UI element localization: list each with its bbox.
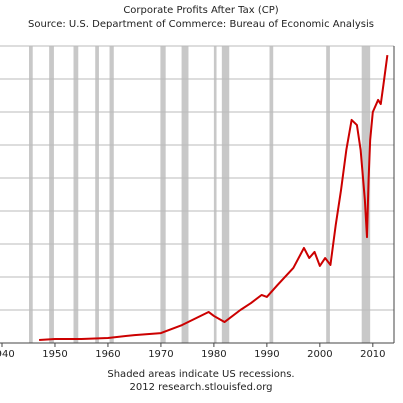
recession-band — [109, 46, 114, 343]
recession-band — [269, 46, 274, 343]
recession-band — [326, 46, 330, 343]
recession-band — [160, 46, 166, 343]
x-tick-label: 1980 — [201, 349, 226, 360]
x-tick-label: 1950 — [42, 349, 67, 360]
x-tick-label: 1970 — [148, 349, 173, 360]
recession-band — [95, 46, 99, 343]
recession-band — [221, 46, 230, 343]
recession-band — [29, 46, 33, 343]
recession-band — [73, 46, 79, 343]
chart-subtitle: Source: U.S. Department of Commerce: Bur… — [28, 19, 374, 30]
recession-band — [49, 46, 54, 343]
footer-source: 2012 research.stlouisfed.org — [129, 382, 272, 393]
x-tick-label: 2000 — [307, 349, 332, 360]
x-tick-label: 1940 — [0, 349, 15, 360]
chart-title: Corporate Profits After Tax (CP) — [123, 5, 278, 16]
x-tick-label: 2010 — [360, 349, 385, 360]
line-series — [39, 54, 389, 342]
recession-band — [213, 46, 217, 343]
recession-band — [361, 46, 371, 343]
footer-note: Shaded areas indicate US recessions. — [107, 369, 294, 380]
recession-band — [181, 46, 189, 343]
x-tick-label: 1960 — [95, 349, 120, 360]
x-tick-label: 1990 — [254, 349, 279, 360]
